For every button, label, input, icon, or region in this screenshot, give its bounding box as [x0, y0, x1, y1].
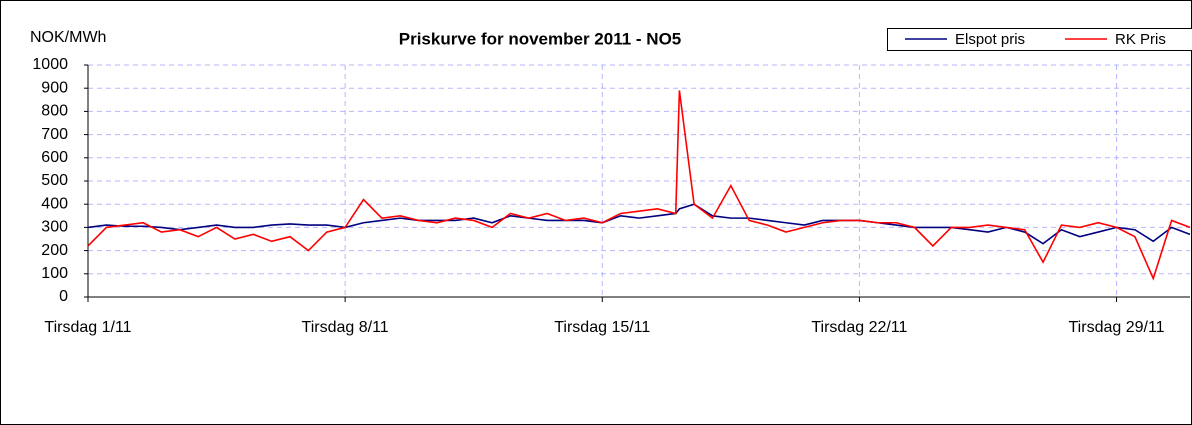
x-tick-label: Tirsdag 22/11 — [811, 319, 907, 336]
y-tick-label: 900 — [41, 79, 68, 96]
x-tick-label: Tirsdag 8/11 — [302, 319, 389, 336]
y-tick-label: 100 — [41, 265, 68, 282]
y-tick-label: 600 — [41, 149, 68, 166]
y-tick-label: 800 — [41, 103, 68, 120]
chart-title: Priskurve for november 2011 - NO5 — [399, 29, 682, 48]
y-tick-label: 700 — [41, 126, 68, 143]
y-tick-label: 200 — [41, 242, 68, 259]
x-tick-label: Tirsdag 1/11 — [44, 319, 131, 336]
y-tick-label: 500 — [41, 172, 68, 189]
x-tick-label: Tirsdag 29/11 — [1069, 319, 1165, 336]
y-tick-label: 0 — [59, 288, 68, 305]
series-line — [87, 90, 1191, 281]
legend-label: Elspot pris — [955, 31, 1025, 48]
legend-label: RK Pris — [1115, 31, 1166, 48]
y-axis-label: NOK/MWh — [30, 29, 106, 46]
legend — [887, 28, 1192, 51]
y-tick-label: 300 — [41, 219, 68, 236]
x-tick-label: Tirsdag 15/11 — [554, 319, 650, 336]
y-tick-label: 1000 — [32, 56, 68, 73]
y-tick-label: 400 — [41, 195, 68, 212]
series-line — [87, 203, 1191, 245]
